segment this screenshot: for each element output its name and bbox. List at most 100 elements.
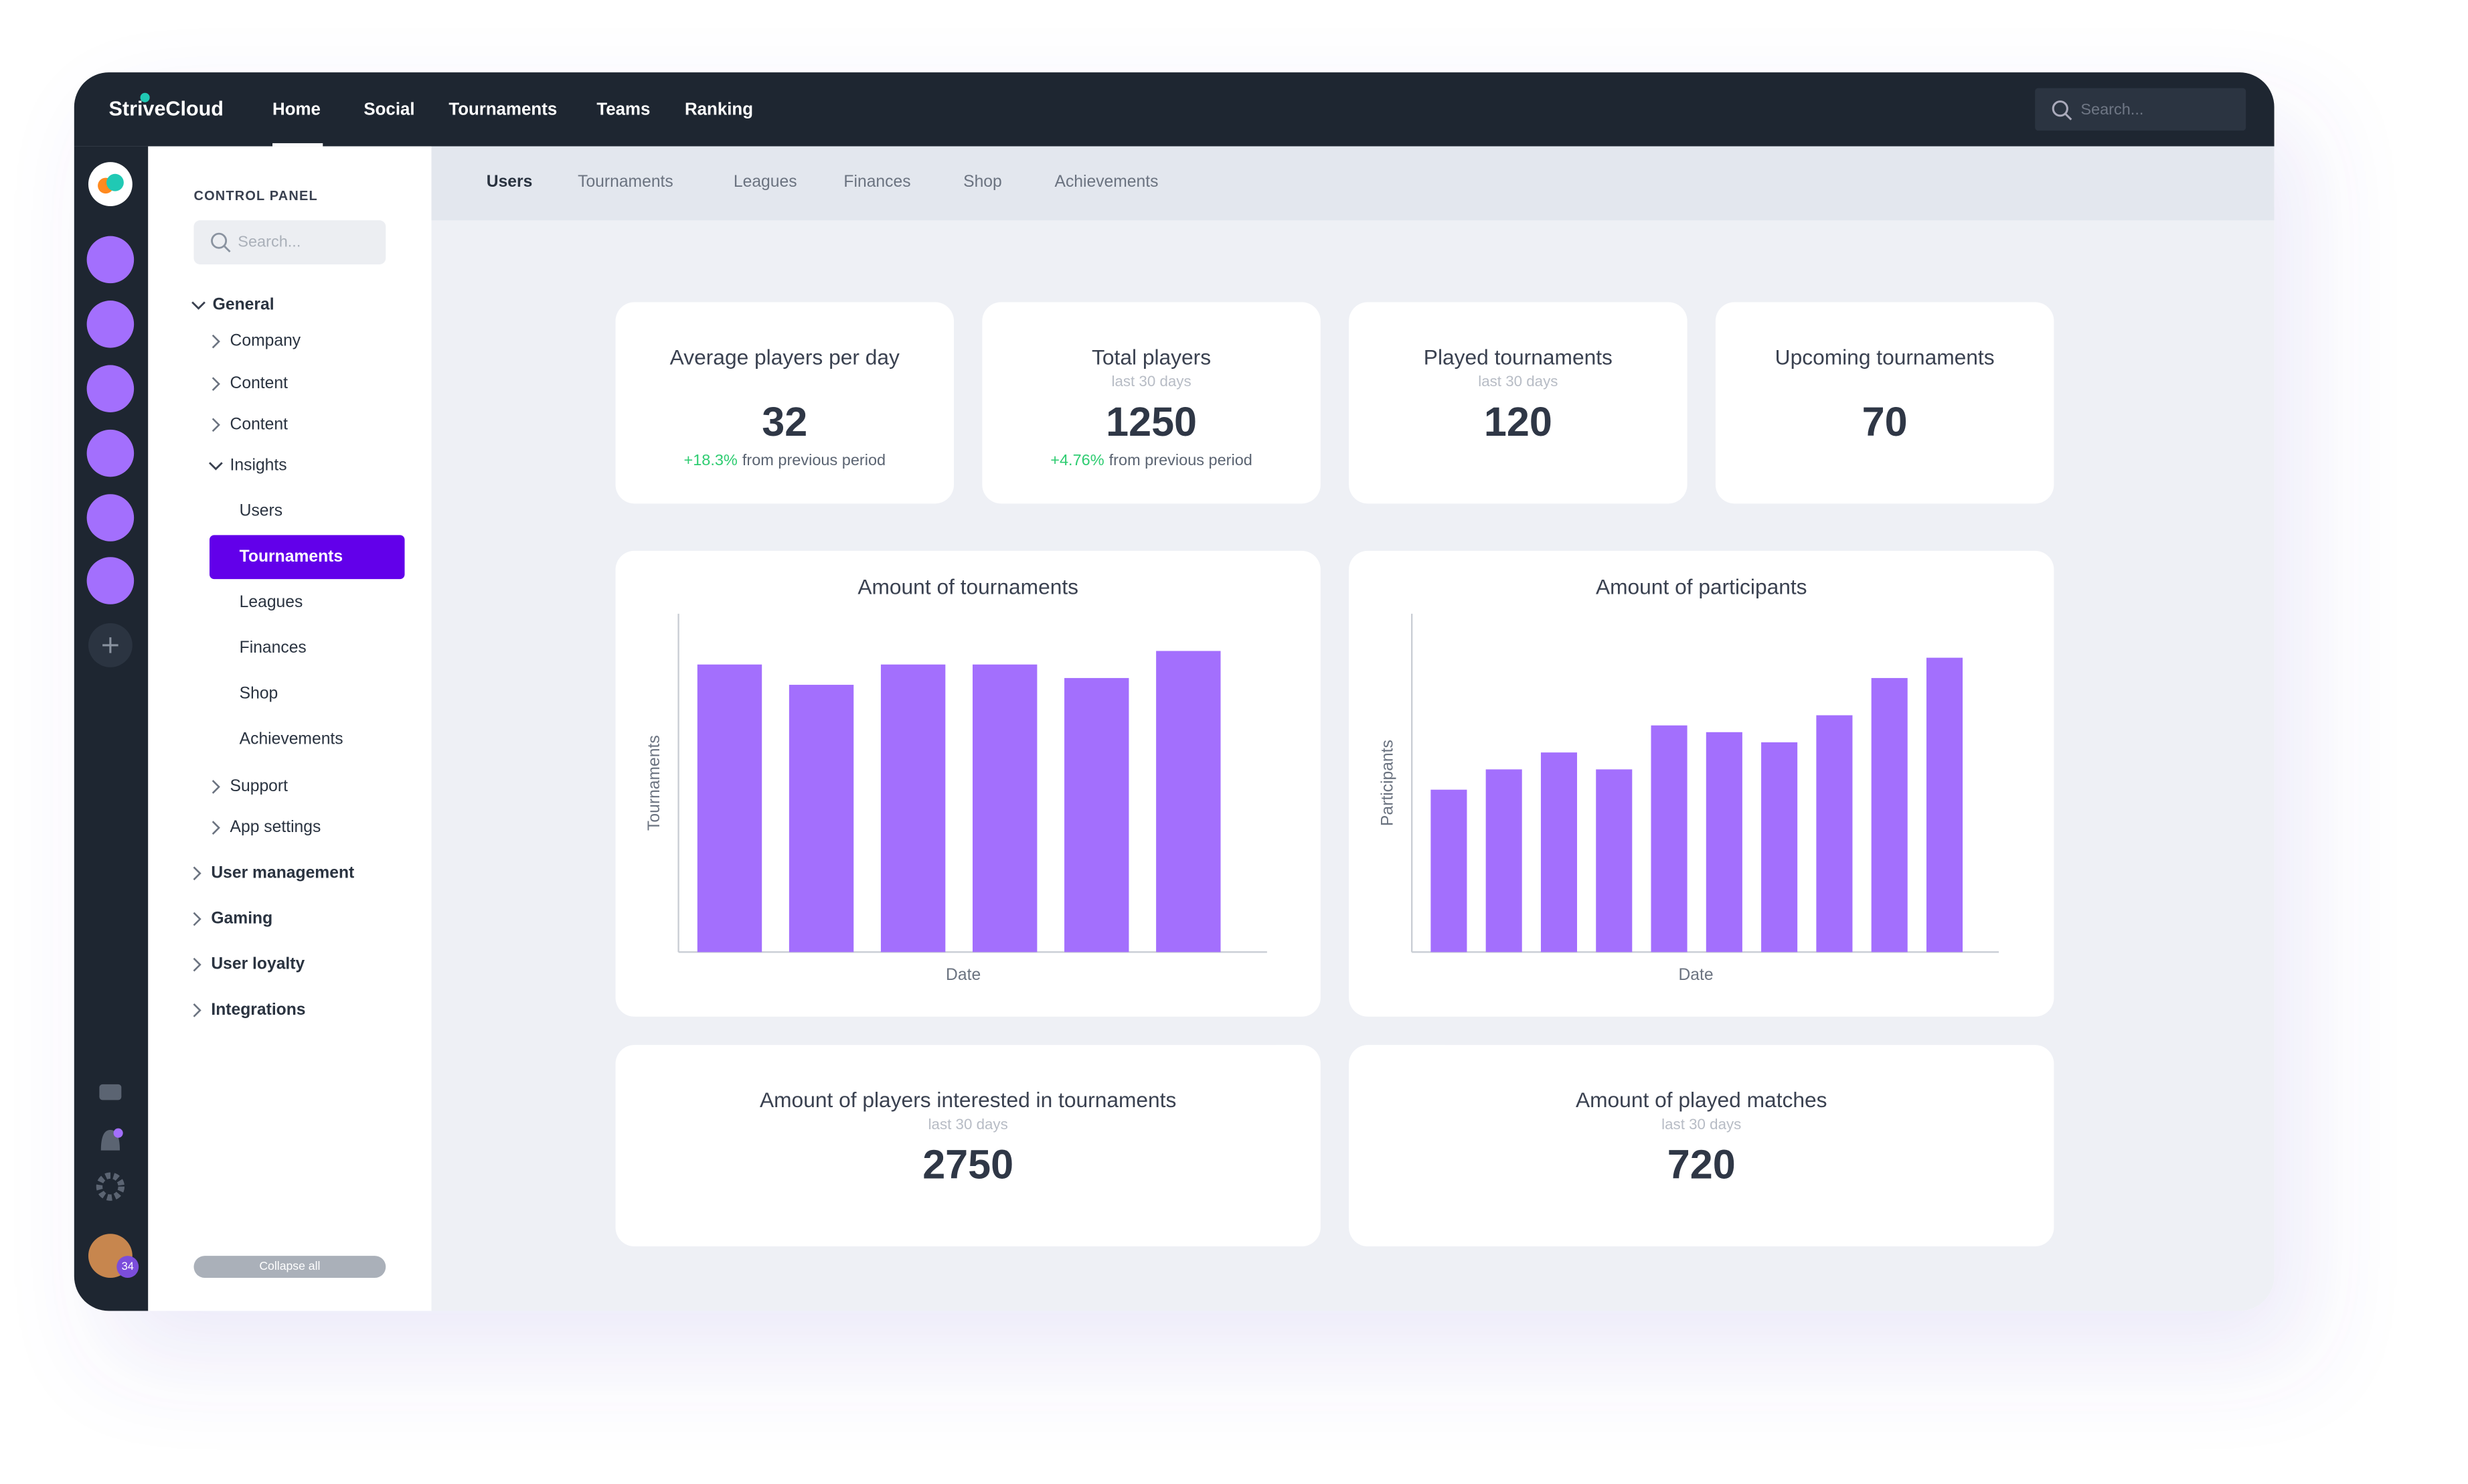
bar (1156, 651, 1221, 953)
search-icon (223, 244, 231, 253)
stat-value: 2750 (922, 1142, 1013, 1187)
sidebar-item[interactable]: Gaming (211, 910, 272, 928)
bar (1430, 789, 1467, 953)
sidebar-item[interactable]: App settings (230, 818, 321, 836)
community-icon[interactable] (86, 429, 135, 477)
sidebar-item[interactable]: Content (230, 415, 289, 433)
bar (1596, 769, 1633, 953)
y-axis-label: Participants (1378, 740, 1396, 826)
chevron (193, 912, 201, 926)
sidebar-item[interactable]: Leagues (240, 593, 303, 611)
nav-item[interactable]: Ranking (685, 100, 753, 118)
nav-item[interactable]: Social (363, 100, 414, 118)
top-search[interactable] (2035, 88, 2246, 131)
logo[interactable]: StriveCloud (109, 98, 224, 120)
change-percent: +4.76% (1050, 451, 1104, 469)
bar (880, 664, 946, 953)
tab[interactable]: Finances (843, 173, 910, 191)
collapse-button[interactable] (193, 1256, 386, 1279)
chevron (191, 301, 205, 310)
stat-card (1715, 302, 2054, 504)
sidebar-item[interactable]: User management (211, 863, 354, 882)
active-item (209, 535, 405, 580)
stat-title: Amount of players interested in tourname… (760, 1088, 1176, 1112)
stat-card (615, 302, 955, 504)
nav-item[interactable]: Tournaments (448, 100, 557, 118)
stat-title: Played tournaments (1424, 345, 1613, 369)
chevron (212, 418, 220, 432)
nav-underline (272, 143, 323, 147)
level-badge (116, 1256, 139, 1279)
bar (1926, 657, 1963, 953)
chevron (212, 821, 220, 835)
chevron (212, 780, 220, 794)
community-icon[interactable] (86, 494, 135, 542)
tab[interactable]: Achievements (1054, 173, 1158, 191)
sidebar-item[interactable]: Achievements (240, 730, 343, 748)
bar (697, 664, 762, 953)
change-text: from previous period (742, 451, 886, 469)
change-text: from previous period (1109, 451, 1252, 469)
sidebar-item[interactable]: Shop (240, 684, 278, 702)
tab-bar (431, 146, 2275, 221)
sidebar-item[interactable]: Insights (230, 456, 287, 474)
bar (1816, 715, 1853, 953)
stat-change: +4.76% from previous period (1050, 451, 1252, 469)
community-icon[interactable] (86, 365, 135, 412)
community-icon[interactable] (86, 557, 135, 604)
change-percent: +18.3% (683, 451, 737, 469)
stat-title: Total players (1092, 345, 1211, 369)
stat-change: +18.3% from previous period (683, 451, 886, 469)
sidebar-item[interactable]: Content (230, 374, 289, 392)
nav-item[interactable]: Home (272, 100, 321, 118)
sidebar-item[interactable]: Company (230, 332, 301, 350)
search-icon (2052, 100, 2068, 117)
sidebar-item[interactable]: Integrations (211, 1001, 305, 1019)
community-icon[interactable] (86, 236, 135, 284)
tab[interactable]: Tournaments (578, 173, 673, 191)
stat-subtitle: last 30 days (1661, 1116, 1741, 1133)
search-icon (2064, 112, 2072, 120)
chart-title: Amount of tournaments (857, 575, 1078, 599)
chevron (193, 866, 201, 881)
sidebar-search[interactable] (193, 220, 386, 264)
stat-value: 1250 (1106, 399, 1197, 444)
bell-dot (113, 1128, 123, 1138)
search-icon (211, 232, 228, 249)
stat-card (982, 302, 1321, 504)
tab[interactable]: Users (487, 173, 533, 191)
bar (1706, 732, 1742, 953)
level-badge-text: 34 (122, 1260, 134, 1272)
chat-icon[interactable] (99, 1084, 122, 1100)
bar (1064, 677, 1129, 953)
community-icon[interactable] (86, 301, 135, 348)
stat-subtitle: last 30 days (1111, 373, 1191, 390)
sidebar (148, 146, 432, 1311)
stat-title: Average players per day (670, 345, 900, 369)
collapse-label[interactable]: Collapse all (259, 1259, 320, 1272)
settings-icon[interactable] (96, 1172, 125, 1201)
tab[interactable]: Leagues (734, 173, 797, 191)
sidebar-item[interactable]: General (213, 296, 274, 314)
sidebar-heading: CONTROL PANEL (193, 189, 317, 203)
x-axis-label: Date (1678, 966, 1713, 984)
sidebar-item[interactable]: Users (240, 502, 282, 520)
bar (1871, 677, 1908, 953)
stat-subtitle: last 30 days (1478, 373, 1558, 390)
bar (1761, 742, 1798, 953)
sidebar-item[interactable]: Support (230, 777, 289, 795)
app-icon (106, 173, 124, 191)
top-bar (74, 72, 2275, 147)
sidebar-item[interactable]: Tournaments (240, 548, 343, 566)
bar (789, 685, 854, 953)
sidebar-item[interactable]: Finances (240, 639, 307, 657)
tab[interactable]: Shop (963, 173, 1002, 191)
top-search-placeholder: Search... (2080, 100, 2143, 118)
chevron (212, 377, 220, 391)
stat-card (1349, 302, 1688, 504)
stat-value: 32 (762, 399, 807, 444)
sidebar-item[interactable]: User loyalty (211, 955, 305, 973)
y-axis-label: Tournaments (645, 735, 663, 831)
nav-item[interactable]: Teams (596, 100, 650, 118)
